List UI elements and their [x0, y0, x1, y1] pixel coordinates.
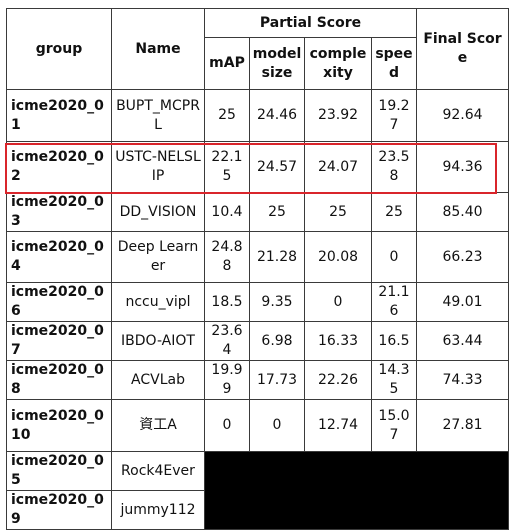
cell-map: 22.15: [204, 141, 250, 193]
cell-group: icme2020_09: [6, 490, 112, 530]
cell-group: icme2020_05: [6, 451, 112, 491]
header-final-score: Final Score: [416, 8, 509, 90]
cell-speed: 15.07: [371, 399, 417, 452]
cell-final: 63.44: [416, 321, 509, 361]
cell-map: 0: [204, 399, 250, 452]
cell-group: icme2020_06: [6, 282, 112, 322]
cell-group: icme2020_03: [6, 192, 112, 232]
cell-speed: 14.35: [371, 360, 417, 400]
redacted-block: [204, 451, 509, 530]
cell-final: 74.33: [416, 360, 509, 400]
cell-final: 92.64: [416, 89, 509, 142]
cell-complexity: 12.74: [304, 399, 372, 452]
cell-name: Deep Learner: [111, 231, 205, 283]
cell-model-size: 9.35: [249, 282, 305, 322]
header-model-size: model size: [249, 37, 305, 90]
cell-complexity: 23.92: [304, 89, 372, 142]
cell-model-size: 0: [249, 399, 305, 452]
results-table-container: group Name Partial Score Final Score mAP…: [6, 8, 509, 530]
cell-speed: 23.58: [371, 141, 417, 193]
cell-map: 18.5: [204, 282, 250, 322]
cell-name: BUPT_MCPRL: [111, 89, 205, 142]
cell-complexity: 24.07: [304, 141, 372, 193]
cell-speed: 21.16: [371, 282, 417, 322]
cell-final: 27.81: [416, 399, 509, 452]
header-row-sub: mAP model size complexity speed: [7, 37, 509, 90]
cell-final: 85.40: [416, 192, 509, 232]
cell-group: icme2020_02: [6, 141, 112, 193]
cell-speed: 0: [371, 231, 417, 283]
cell-map: 25: [204, 89, 250, 142]
cell-speed: 16.5: [371, 321, 417, 361]
cell-name: DD_VISION: [111, 192, 205, 232]
cell-name: IBDO-AIOT: [111, 321, 205, 361]
header-map: mAP: [204, 37, 250, 90]
cell-model-size: 21.28: [249, 231, 305, 283]
table-row-highlighted: icme2020_02 USTC-NELSLIP 22.15 24.57 24.…: [6, 141, 509, 193]
cell-speed: 19.27: [371, 89, 417, 142]
table-row: icme2020_03 DD_VISION 10.4 25 25 25 85.4…: [6, 192, 509, 232]
table-row-redacted: icme2020_05 Rock4Ever: [6, 451, 509, 530]
cell-name: nccu_vipl: [111, 282, 205, 322]
table-row: icme2020_04 Deep Learner 24.88 21.28 20.…: [6, 231, 509, 283]
header-speed: speed: [371, 37, 417, 90]
cell-map: 19.99: [204, 360, 250, 400]
cell-name: ACVLab: [111, 360, 205, 400]
cell-model-size: 25: [249, 192, 305, 232]
cell-complexity: 20.08: [304, 231, 372, 283]
cell-name: jummy112: [111, 490, 205, 530]
table-row: icme2020_01 BUPT_MCPRL 25 24.46 23.92 19…: [6, 89, 509, 142]
cell-model-size: 24.57: [249, 141, 305, 193]
header-row-top: group Name Partial Score Final Score: [6, 8, 509, 90]
cell-complexity: 0: [304, 282, 372, 322]
cell-group: icme2020_07: [6, 321, 112, 361]
cell-final: 94.36: [416, 141, 509, 193]
cell-final: 49.01: [416, 282, 509, 322]
cell-model-size: 24.46: [249, 89, 305, 142]
table-row: icme2020_06 nccu_vipl 18.5 9.35 0 21.16 …: [6, 282, 509, 322]
table-row: icme2020_07 IBDO-AIOT 23.64 6.98 16.33 1…: [6, 321, 509, 361]
table-row: icme2020_08 ACVLab 19.99 17.73 22.26 14.…: [6, 360, 509, 400]
cell-complexity: 16.33: [304, 321, 372, 361]
cell-map: 23.64: [204, 321, 250, 361]
cell-speed: 25: [371, 192, 417, 232]
cell-group: icme2020_08: [6, 360, 112, 400]
cell-complexity: 22.26: [304, 360, 372, 400]
cell-group: icme2020_04: [6, 231, 112, 283]
cell-map: 24.88: [204, 231, 250, 283]
cell-model-size: 6.98: [249, 321, 305, 361]
cell-name: Rock4Ever: [111, 451, 205, 491]
header-complexity: complexity: [304, 37, 372, 90]
header-group: group: [6, 8, 112, 90]
cell-group: icme2020_01: [6, 89, 112, 142]
header-name: Name: [111, 8, 205, 90]
cell-name: 資工A: [111, 399, 205, 452]
cell-final: 66.23: [416, 231, 509, 283]
cell-name: USTC-NELSLIP: [111, 141, 205, 193]
cell-model-size: 17.73: [249, 360, 305, 400]
results-table: group Name Partial Score Final Score mAP…: [6, 8, 509, 530]
cell-complexity: 25: [304, 192, 372, 232]
cell-map: 10.4: [204, 192, 250, 232]
cell-group: icme2020_010: [6, 399, 112, 452]
header-partial-score: Partial Score: [204, 8, 417, 38]
table-row: icme2020_010 資工A 0 0 12.74 15.07 27.81: [6, 399, 509, 452]
